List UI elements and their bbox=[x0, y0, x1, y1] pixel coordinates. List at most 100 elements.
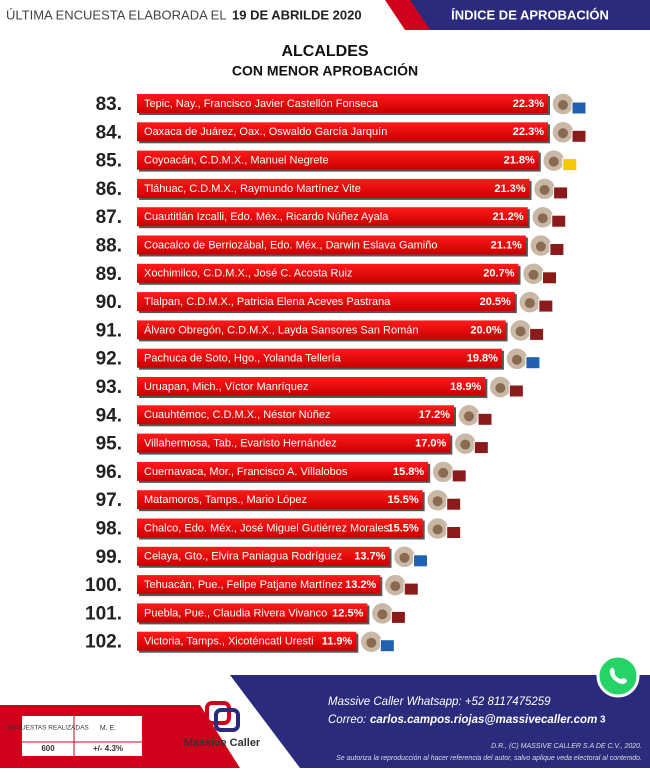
brand-logo bbox=[205, 701, 240, 732]
photo-face bbox=[432, 496, 443, 507]
bar bbox=[137, 348, 502, 368]
bar bbox=[137, 150, 539, 170]
value-label: 20.0% bbox=[470, 324, 501, 336]
bar-label: Tlalpan, C.D.M.X., Patricia Elena Aceves… bbox=[144, 296, 391, 308]
photo-face bbox=[515, 326, 526, 337]
rank: 89. bbox=[96, 264, 122, 285]
rank: 100. bbox=[85, 575, 122, 596]
value-label: 11.9% bbox=[322, 636, 353, 648]
photo-face bbox=[537, 213, 548, 224]
party-badge bbox=[549, 243, 565, 256]
party-badge bbox=[477, 412, 493, 426]
value-label: 13.7% bbox=[354, 551, 385, 563]
value-label: 17.0% bbox=[415, 438, 446, 450]
bar bbox=[137, 263, 519, 283]
surveys-label: ENCUESTAS REALIZADAS bbox=[7, 725, 89, 732]
party-badge bbox=[508, 384, 524, 398]
bar-label: Chalco, Edo. Méx., José Miguel Gutiérrez… bbox=[144, 522, 390, 534]
bar-label: Xochimilco, C.D.M.X., José C. Acosta Rui… bbox=[144, 268, 352, 280]
photo-face bbox=[399, 552, 410, 563]
rank: 96. bbox=[96, 462, 122, 483]
rank: 99. bbox=[96, 547, 122, 568]
rank: 92. bbox=[96, 349, 122, 370]
value-label: 15.8% bbox=[393, 466, 424, 478]
value-label: 13.2% bbox=[345, 579, 376, 591]
party-badge bbox=[553, 186, 569, 200]
header-section: ÍNDICE DE APROBACIÓN bbox=[451, 7, 609, 22]
bar bbox=[137, 207, 528, 227]
photo-face bbox=[511, 354, 522, 365]
rank: 87. bbox=[96, 207, 122, 228]
bar bbox=[137, 631, 357, 651]
photo-face bbox=[495, 383, 506, 393]
bar-label: Tehuacán, Pue., Felipe Patjane Martínez bbox=[144, 579, 343, 591]
bar-label: Tláhuac, C.D.M.X., Raymundo Martínez Vit… bbox=[144, 183, 361, 195]
footer-blue bbox=[230, 675, 650, 768]
rank: 94. bbox=[96, 405, 122, 426]
bar bbox=[137, 461, 429, 481]
party-badge bbox=[379, 639, 395, 653]
value-label: 15.5% bbox=[387, 522, 418, 534]
party-badge bbox=[538, 299, 554, 313]
whatsapp: Massive Caller Whatsapp: +52 8117475259 bbox=[328, 696, 551, 708]
photo-face bbox=[438, 467, 449, 478]
bar bbox=[137, 94, 548, 113]
bar bbox=[137, 575, 381, 595]
photo-face bbox=[539, 184, 550, 195]
photo-face bbox=[432, 524, 443, 535]
header-date: 19 DE ABRILDE 2020 bbox=[232, 7, 362, 22]
bar bbox=[137, 518, 423, 538]
rank: 86. bbox=[96, 179, 122, 200]
chart-subtitle: CON MENOR APROBACIÓN bbox=[232, 62, 418, 79]
rank: 90. bbox=[96, 292, 122, 313]
bar-label: Villahermosa, Tab., Evaristo Hernández bbox=[144, 438, 337, 450]
party-badge bbox=[525, 356, 541, 370]
value-label: 22.3% bbox=[513, 126, 544, 138]
rights: D.R., (C) MASSIVE CALLER S.A DE C.V., 20… bbox=[491, 743, 642, 750]
bar-label: Álvaro Obregón, C.D.M.X., Layda Sansores… bbox=[144, 323, 419, 336]
email-label: Correo: bbox=[328, 714, 366, 726]
party-badge bbox=[551, 214, 567, 228]
email: carlos.campos.riojas@massivecaller.com bbox=[370, 714, 597, 726]
brand-name: Massive Caller bbox=[184, 737, 261, 749]
value-label: 21.3% bbox=[494, 183, 525, 195]
whatsapp-icon bbox=[596, 654, 640, 698]
rank: 102. bbox=[85, 632, 122, 653]
notice: Se autoriza la reproducción al hacer ref… bbox=[336, 755, 642, 762]
chart-title: ALCALDES bbox=[281, 43, 368, 60]
bar bbox=[137, 603, 368, 623]
party-badge bbox=[542, 271, 558, 285]
photo-face bbox=[464, 411, 475, 422]
photo-face bbox=[535, 241, 546, 252]
photo-face bbox=[366, 637, 377, 648]
rank: 93. bbox=[96, 377, 122, 398]
rank: 85. bbox=[96, 151, 122, 172]
value-label: 22.3% bbox=[513, 98, 544, 110]
party-badge bbox=[571, 129, 587, 143]
rank: 97. bbox=[96, 490, 122, 511]
bar bbox=[137, 377, 486, 396]
party-badge bbox=[403, 582, 419, 596]
party-badge bbox=[412, 554, 428, 568]
bar-label: Matamoros, Tamps., Mario López bbox=[144, 494, 307, 506]
bar-label: Tepic, Nay., Francisco Javier Castellón … bbox=[144, 98, 379, 110]
rank: 91. bbox=[96, 320, 122, 341]
value-label: 19.8% bbox=[467, 353, 498, 365]
photo-face bbox=[558, 100, 568, 110]
bar-label: Celaya, Gto., Elvira Paniagua Rodríguez bbox=[144, 551, 342, 563]
stats-box bbox=[22, 716, 142, 756]
bar-label: Pachuca de Soto, Hgo., Yolanda Tellería bbox=[144, 353, 342, 365]
bar bbox=[137, 405, 455, 425]
me-label: M. E. bbox=[100, 725, 116, 732]
photo-face bbox=[460, 439, 471, 450]
photo-face bbox=[528, 269, 539, 280]
value-label: 20.7% bbox=[483, 268, 514, 280]
party-badge bbox=[571, 101, 587, 115]
value-label: 21.8% bbox=[504, 155, 535, 167]
party-badge bbox=[473, 441, 489, 455]
bar bbox=[137, 292, 515, 312]
bar-label: Uruapan, Mich., Víctor Manríquez bbox=[144, 381, 308, 393]
photo-face bbox=[377, 609, 388, 620]
bar-label: Victoria, Tamps., Xicoténcatl Uresti bbox=[144, 636, 314, 648]
bar bbox=[137, 178, 530, 198]
